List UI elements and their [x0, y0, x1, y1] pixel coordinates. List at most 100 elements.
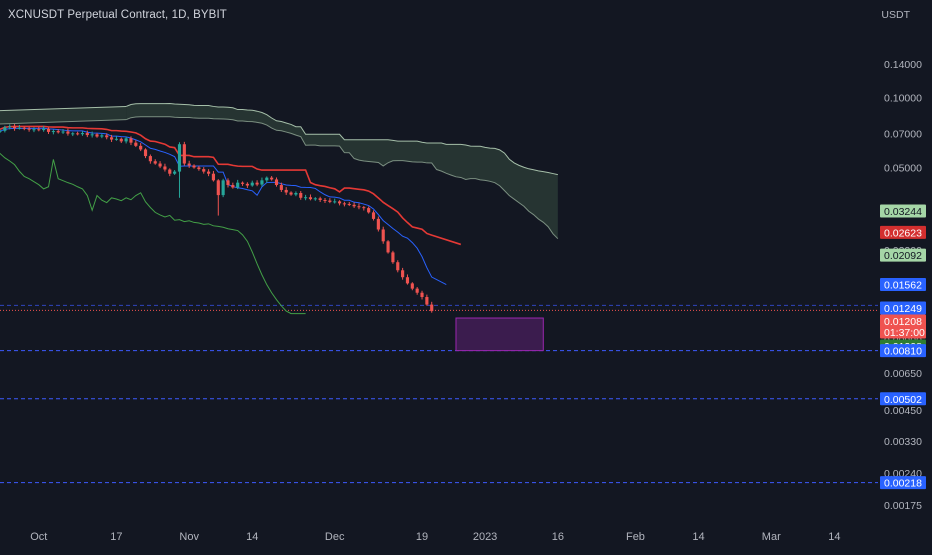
price-label-bg — [880, 314, 926, 339]
candle-body — [168, 169, 172, 174]
candle-body — [124, 138, 128, 142]
candle-body — [405, 277, 410, 284]
price-label-bg — [880, 476, 926, 490]
candle-body — [381, 229, 385, 242]
price-label-bg — [880, 392, 926, 406]
price-label-text: 0.00502 — [884, 394, 922, 406]
price-label-text: 0.02092 — [884, 250, 922, 262]
price-label-text: 0.00218 — [884, 478, 922, 490]
price-label: 0.03244 — [880, 204, 926, 218]
candle-body — [255, 182, 259, 185]
y-tick-label: 0.07000 — [884, 129, 922, 141]
price-label-text: 0.02623 — [884, 227, 922, 239]
price-label-text: 0.00810 — [884, 346, 922, 358]
candle-body — [27, 128, 31, 130]
candle-body — [231, 185, 235, 188]
candle-body — [3, 127, 7, 131]
candle-body — [386, 241, 390, 253]
candle-body — [425, 297, 429, 305]
countdown-label: 01:37:00 — [884, 327, 925, 339]
cloud-fill-left — [0, 106, 127, 125]
x-tick-label: Oct — [30, 531, 47, 543]
candle-body — [236, 182, 240, 188]
candle-body — [376, 218, 380, 230]
candle-body — [80, 133, 85, 135]
candle-body — [333, 201, 337, 203]
candle-body — [420, 292, 424, 298]
candle-body — [323, 199, 327, 201]
target-zone — [455, 317, 544, 352]
candle-body — [357, 206, 361, 208]
candle-body — [342, 203, 346, 205]
candle-body — [299, 192, 303, 198]
candle-body — [284, 189, 288, 193]
candle-body — [22, 127, 26, 129]
x-tick-label: Mar — [762, 531, 781, 543]
price-label-bg — [880, 248, 926, 262]
cloud-edge-left-upper — [0, 105, 127, 112]
candle-body — [153, 161, 157, 164]
y-tick-label: 0.00330 — [884, 436, 922, 448]
candle-body — [430, 304, 434, 312]
candle-body — [37, 129, 41, 131]
candle-body — [207, 171, 211, 174]
candle-body — [415, 288, 419, 293]
x-tick-label: 19 — [416, 531, 428, 543]
price-label-bg — [880, 278, 926, 292]
candle-body — [187, 163, 191, 166]
price-label: 0.00502 — [880, 392, 926, 406]
candle-body — [61, 131, 65, 133]
candle-body — [66, 131, 70, 134]
candle-body — [129, 138, 133, 143]
y-tick-label: 0.00650 — [884, 368, 922, 380]
x-tick-label: Feb — [626, 531, 645, 543]
price-label-text: 0.03244 — [884, 206, 922, 218]
candle-body — [318, 198, 322, 200]
y-tick-label: 0.05000 — [884, 162, 922, 174]
candle-body — [105, 135, 109, 138]
candle-body — [163, 166, 167, 170]
candle-body — [240, 182, 245, 184]
y-tick-label: 0.00450 — [884, 405, 922, 417]
price-label-bg — [880, 225, 926, 239]
y-tick-label: 0.14000 — [884, 59, 922, 71]
candle-body — [42, 128, 46, 131]
candle-body — [313, 198, 317, 200]
chikou-span-line — [0, 152, 306, 315]
price-label: 0.01249 — [880, 301, 926, 315]
candle-body — [46, 128, 51, 132]
candle-body — [158, 163, 162, 167]
candle-body — [391, 252, 395, 263]
cloud-edge-left-lower — [0, 119, 127, 125]
candle-body — [90, 134, 94, 136]
y-tick-label: 0.10000 — [884, 93, 922, 105]
price-label: 0.01562 — [880, 278, 926, 292]
candle-body — [71, 133, 75, 135]
candle-body — [12, 126, 17, 129]
candle-body — [143, 149, 148, 157]
x-tick-label: 14 — [692, 531, 704, 543]
x-tick-label: 14 — [828, 531, 840, 543]
tenkan-sen-line — [0, 127, 447, 285]
candle-body — [279, 185, 283, 190]
candle-body — [289, 192, 293, 195]
senkou-span-a-line — [125, 102, 558, 176]
candle-body — [197, 167, 201, 170]
ichimoku-cloud — [0, 102, 559, 240]
candles — [0, 124, 434, 313]
x-tick-label: 16 — [552, 531, 564, 543]
candle-body — [100, 135, 104, 137]
price-label-text: 0.01208 — [884, 316, 922, 328]
candle-body — [114, 138, 118, 140]
candle-body — [216, 180, 220, 196]
price-label-bg — [880, 344, 926, 358]
x-tick-label: 14 — [246, 531, 258, 543]
candle-body — [308, 197, 313, 200]
price-label-bg — [880, 204, 926, 218]
candle-body — [134, 142, 138, 146]
candle-body — [294, 192, 298, 195]
candle-body — [85, 133, 89, 136]
